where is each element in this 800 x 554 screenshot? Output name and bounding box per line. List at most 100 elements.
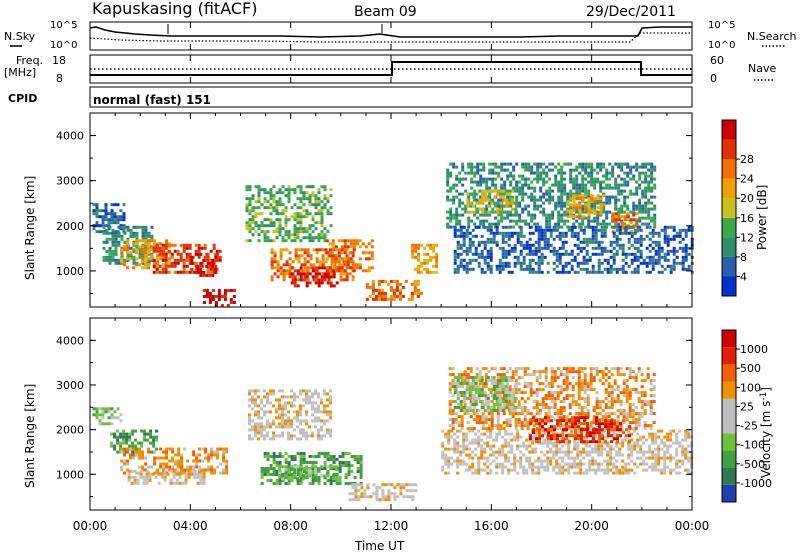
velocity-cell <box>471 465 475 469</box>
velocity-cell <box>627 432 631 436</box>
power-cell <box>417 258 421 262</box>
velocity-cell <box>132 456 136 460</box>
power-cell <box>480 255 484 259</box>
power-cell <box>328 248 332 252</box>
velocity-cell <box>585 450 589 454</box>
power-cell <box>584 186 588 190</box>
power-cell <box>578 212 582 216</box>
velocity-cell <box>642 462 646 466</box>
velocity-cell <box>624 462 628 466</box>
velocity-cell <box>381 492 385 496</box>
velocity-cell <box>144 462 148 466</box>
velocity-cell <box>311 473 315 476</box>
velocity-cell <box>462 435 466 439</box>
power-cell <box>599 203 603 207</box>
power-cell <box>199 267 203 271</box>
velocity-cell <box>639 438 643 442</box>
velocity-cell <box>314 479 318 482</box>
power-cell <box>530 186 534 190</box>
power-cell <box>678 246 682 250</box>
power-cell <box>641 222 645 226</box>
velocity-cell <box>260 407 263 411</box>
power-cell <box>500 168 504 172</box>
velocity-cell <box>299 410 302 414</box>
power-cell <box>495 267 499 271</box>
power-cell <box>572 180 576 184</box>
velocity-cell <box>275 416 278 420</box>
power-cell <box>488 213 492 217</box>
power-cell <box>414 249 418 253</box>
velocity-cell <box>669 453 673 457</box>
power-cell <box>311 185 315 189</box>
velocity-cell <box>522 465 526 469</box>
power-cell <box>179 270 183 274</box>
velocity-cell <box>308 389 311 393</box>
velocity-cell <box>144 456 148 460</box>
power-cell <box>245 188 249 192</box>
power-cell <box>365 282 369 286</box>
power-cell <box>516 237 520 241</box>
power-cell <box>296 227 300 231</box>
power-cell <box>317 239 321 243</box>
power-cell <box>456 246 460 250</box>
power-cell <box>483 243 487 247</box>
power-cell <box>641 165 645 169</box>
power-cell <box>293 236 297 240</box>
power-cell <box>681 246 685 250</box>
power-cell <box>611 165 615 169</box>
power-cell <box>126 228 130 232</box>
velocity-cell <box>498 453 502 457</box>
power-cell <box>585 267 589 271</box>
power-cell <box>305 185 309 189</box>
power-cell <box>479 177 483 181</box>
power-cell <box>590 200 594 204</box>
power-cell <box>278 188 282 192</box>
power-cell <box>485 204 489 208</box>
power-cell <box>270 278 274 282</box>
velocity-cell <box>311 392 314 396</box>
velocity-cell <box>254 425 257 429</box>
velocity-cell <box>272 467 276 470</box>
power-cell <box>315 278 319 282</box>
velocity-cell <box>305 471 309 475</box>
velocity-cell <box>474 471 478 475</box>
power-cell <box>377 288 381 292</box>
velocity-cell <box>468 468 472 472</box>
power-cell <box>527 195 531 199</box>
power-cell <box>474 249 478 253</box>
power-cell <box>320 215 324 219</box>
power-cell <box>287 230 291 234</box>
power-cell <box>383 279 387 283</box>
velocity-cell <box>263 467 267 470</box>
power-cell <box>202 270 206 274</box>
power-cell <box>435 270 439 274</box>
power-cell <box>618 267 622 271</box>
velocity-cell <box>627 453 631 457</box>
velocity-cell <box>669 429 673 433</box>
power-cell <box>615 249 619 253</box>
power-cell <box>521 210 525 214</box>
velocity-cell <box>269 455 273 458</box>
velocity-cell <box>499 406 503 410</box>
power-cell <box>543 255 547 259</box>
power-cell <box>576 237 580 241</box>
power-cell <box>176 249 180 253</box>
velocity-cell <box>687 429 691 433</box>
velocity-cell <box>387 498 391 502</box>
velocity-cell <box>684 432 688 436</box>
velocity-cell <box>513 435 517 439</box>
power-cell <box>296 197 300 201</box>
velocity-cell <box>299 428 302 432</box>
velocity-cell <box>311 479 315 482</box>
power-cell <box>606 249 610 253</box>
power-cell <box>660 246 664 250</box>
velocity-cell <box>375 498 379 502</box>
power-cell <box>611 218 615 222</box>
power-cell <box>584 192 588 196</box>
velocity-cell <box>135 471 139 475</box>
velocity-cell <box>495 471 499 475</box>
power-cell <box>519 252 523 256</box>
power-cell <box>495 228 499 232</box>
power-cell <box>328 254 332 258</box>
power-cell <box>334 266 338 270</box>
